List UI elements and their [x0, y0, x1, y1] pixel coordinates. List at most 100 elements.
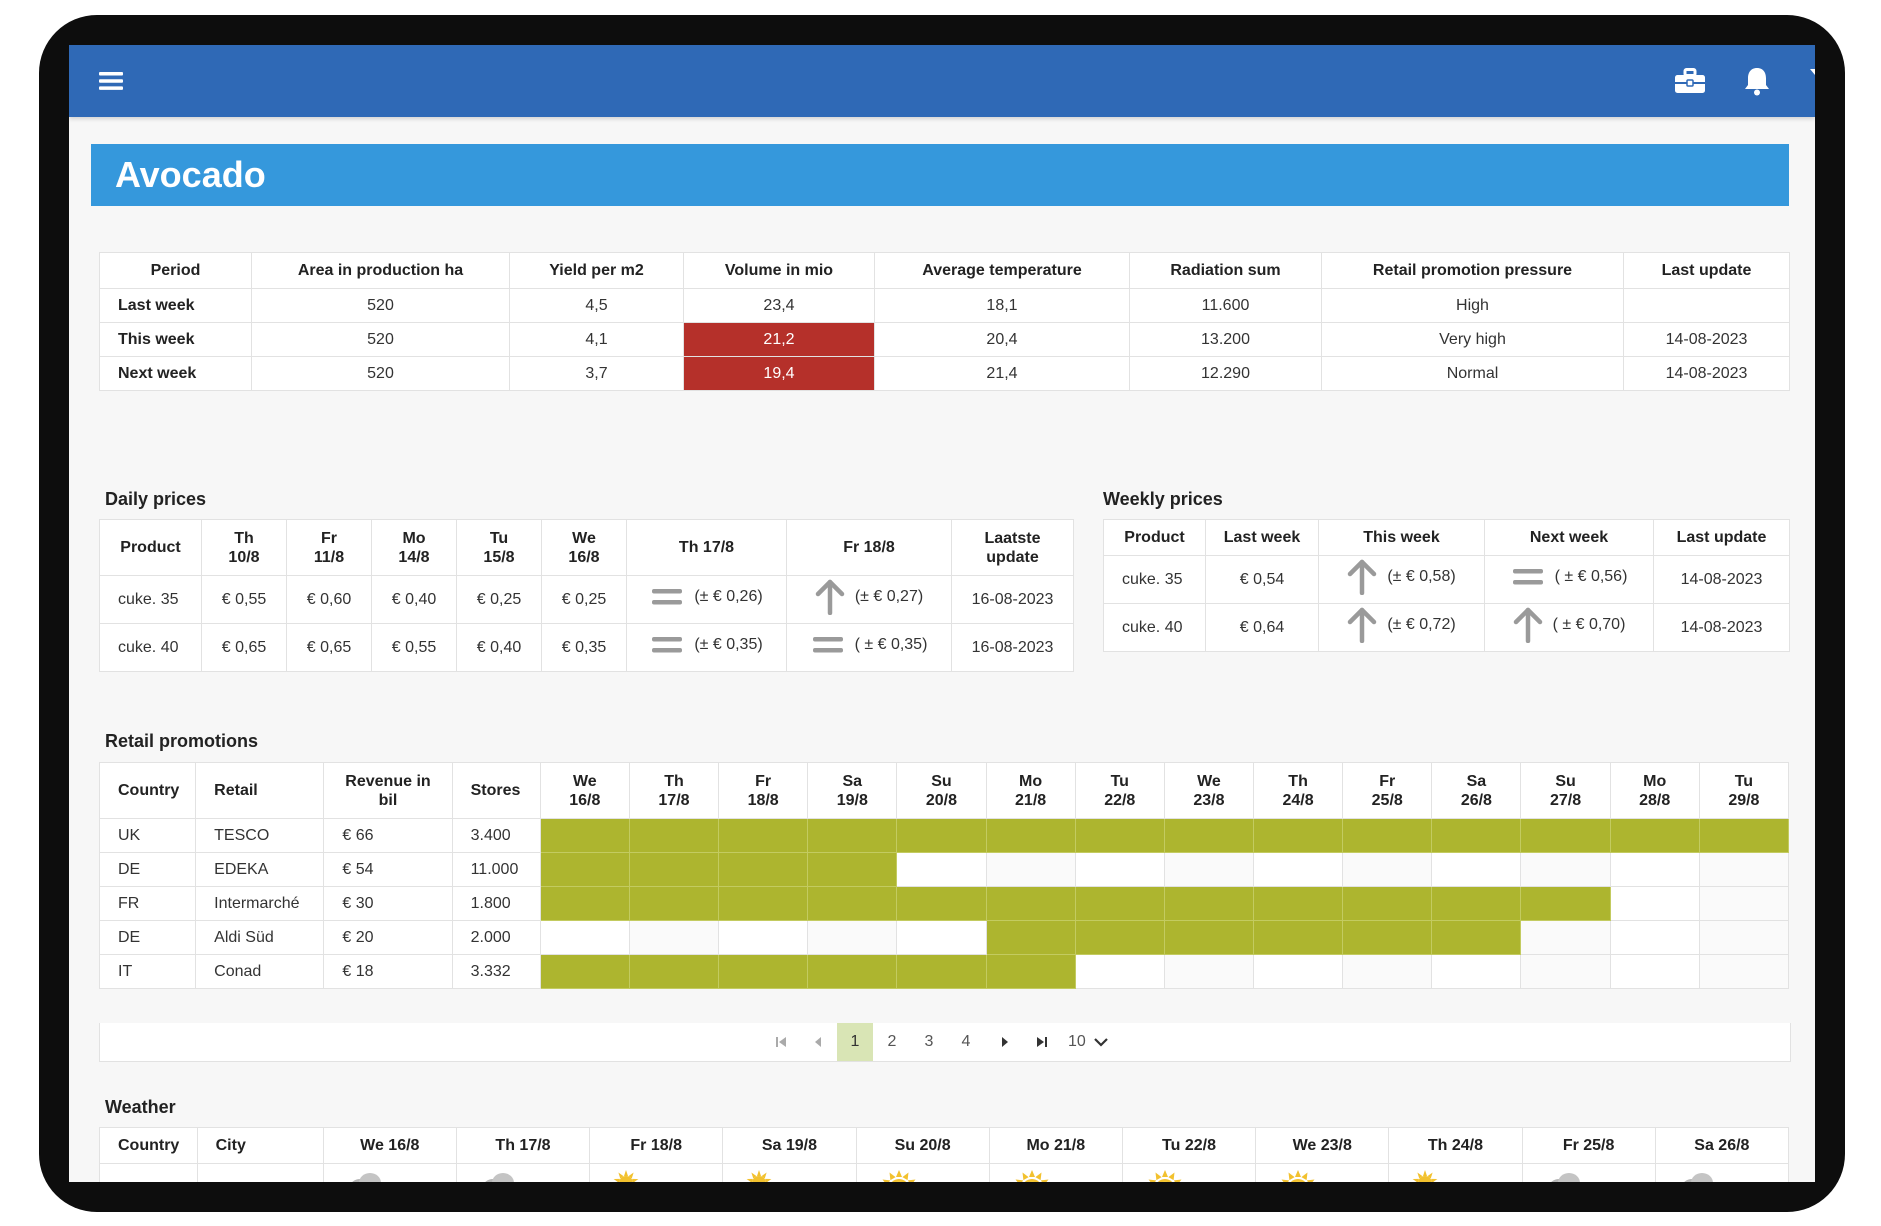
revenue-cell: € 54: [323, 852, 453, 887]
weather-header-cell: Su 20/8: [855, 1127, 990, 1164]
forecast-range: (± € 0,27): [854, 588, 924, 605]
retailer-cell: Conad: [195, 954, 325, 989]
summary-header-cell: Radiation sum: [1129, 252, 1322, 289]
first-page-icon[interactable]: [763, 1023, 799, 1061]
promotion-row: DE Aldi Süd € 20 2.000: [98, 920, 1790, 955]
stores-cell: 11.000: [451, 852, 541, 887]
promotion-active-cell: [1342, 920, 1433, 955]
promotion-active-cell: [807, 818, 898, 853]
summary-header-cell: Last update: [1623, 252, 1790, 289]
promo-day-header: Tu 29/8: [1698, 762, 1790, 819]
promotion-active-cell: [1074, 818, 1165, 853]
country-cell: UK: [98, 818, 197, 853]
arrow-up-icon: [1348, 559, 1377, 595]
page-number-button[interactable]: 4: [961, 1033, 971, 1050]
page-title: Avocado: [115, 154, 266, 195]
weather-forecast: 27 °C: [346, 1169, 434, 1182]
page-size-select[interactable]: 10: [1068, 1023, 1108, 1061]
stores-cell: 1.800: [451, 886, 541, 921]
promo-day-header: Tu 22/8: [1074, 762, 1165, 819]
weekly-header-cell: Last update: [1653, 519, 1790, 556]
promotion-active-cell: [1074, 920, 1165, 955]
bell-icon[interactable]: [1741, 65, 1773, 97]
previous-page-icon[interactable]: [800, 1023, 836, 1061]
daily-header-cell: Th 10/8: [201, 519, 287, 576]
filter-icon[interactable]: [1807, 65, 1815, 97]
daily-prices-title: Daily prices: [105, 489, 207, 509]
briefcase-icon[interactable]: [1674, 65, 1706, 97]
forecast-indicator: ( ± € 0,35): [811, 633, 927, 657]
partly-sunny-icon: [746, 1170, 772, 1182]
weather-header-cell: Country: [99, 1127, 198, 1164]
stores-cell: 3.332: [451, 954, 541, 989]
summary-header-cell: Area in production ha: [251, 252, 510, 289]
page-number-button[interactable]: 1: [837, 1023, 873, 1061]
summary-row: Next week 520 3,7 19,4 21,4 12.290 Normal 14-08…: [99, 356, 1790, 391]
daily-price-cell: € 0,40: [371, 575, 457, 624]
forecast-cell: (± € 0,35): [626, 623, 787, 672]
promotion-active-cell: [718, 818, 809, 853]
promotion-active-cell: [539, 886, 630, 921]
promotion-empty-cell: [539, 920, 630, 955]
promotion-active-cell: [1252, 886, 1344, 921]
summary-cell: 14-08-2023: [1623, 356, 1790, 391]
next-page-icon[interactable]: [987, 1023, 1023, 1061]
temperature: 31 °C: [927, 1180, 967, 1182]
promotion-empty-cell: [1252, 954, 1344, 989]
weather-header-cell: Mo 21/8: [988, 1127, 1123, 1164]
revenue-cell: € 66: [323, 818, 453, 853]
weather-forecast-cell: 33 °C: [1255, 1163, 1390, 1182]
rain-icon: [1683, 1173, 1713, 1182]
weather-header-cell: Fr 18/8: [589, 1127, 724, 1164]
promotion-active-cell: [628, 954, 720, 989]
summary-header-cell: Yield per m2: [509, 252, 684, 289]
city-cell: Zaragoza: [196, 1163, 324, 1182]
last-page-icon[interactable]: [1024, 1023, 1060, 1061]
promotion-active-cell: [539, 954, 630, 989]
promotion-empty-cell: [1074, 954, 1165, 989]
summary-cell: [1623, 288, 1790, 323]
promotion-active-cell: [718, 852, 809, 887]
weekly-prices-title: Weekly prices: [1103, 489, 1223, 509]
weather-header-cell: Sa 26/8: [1654, 1127, 1790, 1164]
country-cell: IT: [98, 954, 197, 989]
forecast-indicator: ( ± € 0,56): [1511, 565, 1627, 589]
forecast-range: (± € 0,72): [1387, 616, 1456, 633]
promotion-empty-cell: [1609, 954, 1700, 989]
hamburger-menu-icon[interactable]: [95, 65, 127, 97]
promotion-empty-cell: [1342, 852, 1433, 887]
chevron-down-icon: [1094, 1038, 1108, 1047]
summary-cell: 11.600: [1129, 288, 1322, 323]
promo-header-cell: Retail: [195, 762, 325, 819]
page-number-button[interactable]: 2: [887, 1033, 897, 1050]
page-number-button[interactable]: 3: [924, 1033, 934, 1050]
revenue-cell: € 20: [323, 920, 453, 955]
promotion-active-cell: [1431, 818, 1522, 853]
revenue-cell: € 18: [323, 954, 453, 989]
daily-header-cell: Fr 11/8: [286, 519, 372, 576]
promotion-active-cell: [628, 886, 720, 921]
period-label: Last week: [99, 288, 252, 323]
equal-icon: [1512, 569, 1543, 585]
promotion-empty-cell: [1074, 852, 1165, 887]
promo-day-header: Mo 28/8: [1609, 762, 1700, 819]
weather-forecast: 33 °C: [1145, 1169, 1233, 1182]
forecast-cell: ( ± € 0,35): [786, 623, 952, 672]
weather-forecast: 33 °C: [1012, 1169, 1100, 1182]
forecast-cell: (± € 0,58): [1318, 555, 1485, 604]
promotion-active-cell: [1342, 818, 1433, 853]
forecast-cell: (± € 0,72): [1318, 603, 1485, 652]
forecast-range: ( ± € 0,70): [1552, 616, 1626, 633]
promotion-empty-cell: [1609, 920, 1700, 955]
equal-icon: [652, 589, 683, 605]
revenue-cell: € 30: [323, 886, 453, 921]
forecast-range: (± € 0,35): [694, 636, 763, 653]
promotion-empty-cell: [1163, 954, 1255, 989]
promotion-active-cell: [1520, 886, 1611, 921]
daily-price-cell: € 0,55: [201, 575, 287, 624]
weather-forecast: 28 °C: [479, 1169, 567, 1182]
sun-icon: [1281, 1170, 1315, 1182]
weather-forecast: 31 °C: [879, 1169, 967, 1182]
promo-day-header: Fr 25/8: [1342, 762, 1433, 819]
weather-forecast: 30 °C: [745, 1169, 834, 1182]
